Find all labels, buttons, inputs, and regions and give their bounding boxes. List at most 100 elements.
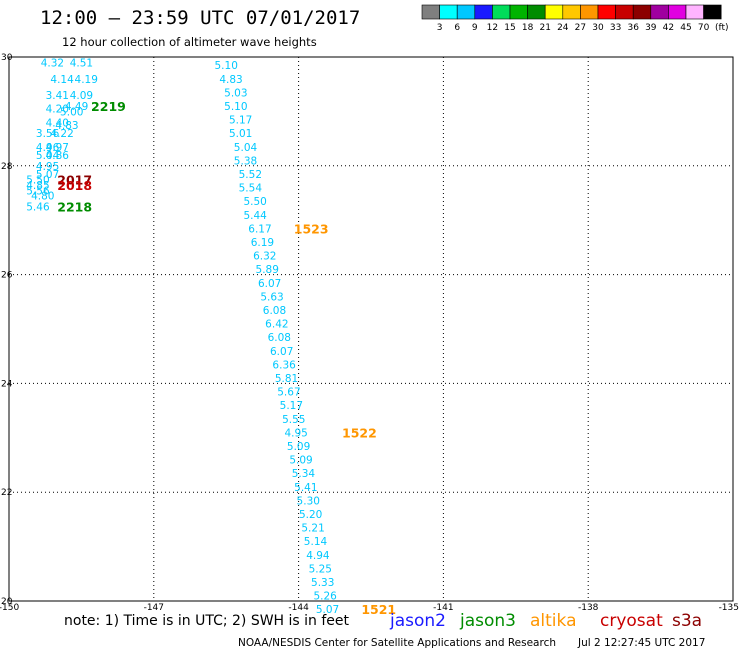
wave-height-point: 4.97 [46,142,69,154]
wave-height-point: 6.08 [263,305,286,317]
colorbar-tick-label: 36 [627,23,639,33]
chart-subtitle: 12 hour collection of altimeter wave hei… [62,35,317,49]
wave-height-point: 5.50 [243,196,266,208]
y-tick-label: 24 [1,379,13,389]
wave-height-point: 4.96 [36,142,60,154]
wave-height-point: 5.55 [282,414,305,426]
y-tick-label: 26 [1,271,13,281]
footer-note: note: 1) Time is in UTC; 2) SWH is in fe… [64,613,350,629]
wave-height-point: 4.83 [219,74,242,86]
wave-height-point: 5.10 [224,101,247,113]
wave-height-point: 4.19 [75,74,98,86]
wave-height-point: 5.03 [224,87,247,99]
colorbar-tick-label: 45 [680,23,691,33]
wave-height-point: 6.32 [253,251,276,263]
wave-height-point: 5.07 [316,604,339,616]
wave-height-point: 3.41 [46,90,69,102]
wave-height-point: 6.07 [258,278,281,290]
data-points: 4.32 4.51 4.14 4.19 3.41 4.094.494.205.004.40… [26,57,339,616]
wave-height-point: 5.30 [297,495,320,507]
wave-height-point: 4.80 [31,191,54,203]
wave-height-point: 6.17 [248,223,271,235]
wave-height-point: 4.83 [55,120,78,132]
colorbar-tick-label: 42 [663,23,674,33]
colorbar-swatch [562,4,581,20]
pass-time-label: 1523 [294,221,329,236]
wave-height-point: 5.14 [304,536,328,548]
colorbar-swatch [527,4,546,20]
colorbar-tick-label: 24 [557,23,569,33]
colorbar-tick-label: 30 [592,23,604,33]
colorbar-tick-label: 3 [437,23,443,33]
x-tick-label: -144 [288,603,309,613]
wave-height-point: 5.52 [239,169,262,181]
wave-height-point: 6.07 [270,346,293,358]
wave-height-point: 4.85 [26,180,49,192]
wave-height-point: 4.09 [70,90,93,102]
wave-height-point: 5.01 [229,128,252,140]
wave-height-point: 5.25 [309,563,332,575]
wave-height-point: 4.95 [284,427,307,439]
wave-height-point: 5.33 [311,577,334,589]
colorbar-tick-label: 9 [472,23,478,33]
wave-height-point: 5.63 [260,291,283,303]
wave-height-point: 5.09 [289,455,312,467]
wave-height-point: 5.41 [294,482,317,494]
colorbar-swatch [544,4,564,20]
wave-height-point: 4.94 [306,550,330,562]
colorbar-tick-label: 39 [645,23,657,33]
colorbar-swatch [597,4,616,20]
axis-ticks: -150 -147 -144 -141 -138 -135 20 22 24 26 28 30 [0,53,739,613]
wave-height-point: 5.34 [292,468,316,480]
footer-credit: NOAA/NESDIS Center for Satellite Applica… [238,637,556,649]
wave-height-point: 4.95 [36,161,59,173]
wave-height-point: 5.00 [60,106,83,118]
wave-height-point: 5.44 [243,210,267,222]
wave-height-point: 4.14 [50,74,74,86]
colorbar-swatch [668,4,687,20]
wave-height-point: 4.49 [65,101,88,113]
colorbar-tick-label: 33 [610,23,621,33]
colorbar-tick-label: 12 [487,23,498,33]
wave-height-point: 5.81 [275,373,298,385]
satellite-legend: jason2 jason3 altika cryosat s3a [389,611,702,631]
colorbar-swatch [421,4,440,20]
wave-height-point: 5.50 [26,174,49,186]
wave-height-point: 6.08 [268,332,291,344]
x-tick-label: -138 [578,603,599,613]
pass-time-label: 1521 [361,602,396,617]
colorbar-swatch [509,4,528,20]
pass-time-label: 2018 [57,178,92,193]
x-tick-label: -147 [144,603,164,613]
colorbar-swatch [650,4,669,20]
wave-height-point: 5.07 [36,169,59,181]
wave-height-point: 4.32 [41,57,64,69]
colorbar-swatch [492,4,511,20]
pass-time-label: 2218 [57,200,92,215]
wave-height-point: 5.26 [313,591,337,603]
wave-height-point: 6.19 [251,237,274,249]
wave-height-point: 5.38 [234,155,257,167]
wave-height-point: 5.89 [256,264,279,276]
wave-height-point: 5.21 [301,523,324,535]
legend-altika: altika [530,611,577,631]
grid [9,57,733,601]
wave-height-point: 6.36 [272,359,296,371]
legend-cryosat: cryosat [600,611,663,631]
wave-height-point: 5.17 [280,400,303,412]
plot-frame [8,56,734,602]
y-tick-label: 22 [1,488,12,498]
colorbar-tick-label: 27 [575,23,586,33]
x-tick-label: -150 [0,603,19,613]
pass-time-label: 1522 [342,425,377,440]
wave-height-point: 5.17 [229,115,252,127]
colorbar-swatch [580,4,599,20]
wave-height-point: 4.40 [46,117,69,129]
colorbar-tick-label: 6 [454,23,460,33]
chart-title: 12:00 – 23:59 UTC 07/01/2017 [40,7,360,29]
colorbar-swatch [685,4,704,20]
wave-height-point: 4.22 [50,128,73,140]
wave-height-point: 5.56 [26,185,50,197]
